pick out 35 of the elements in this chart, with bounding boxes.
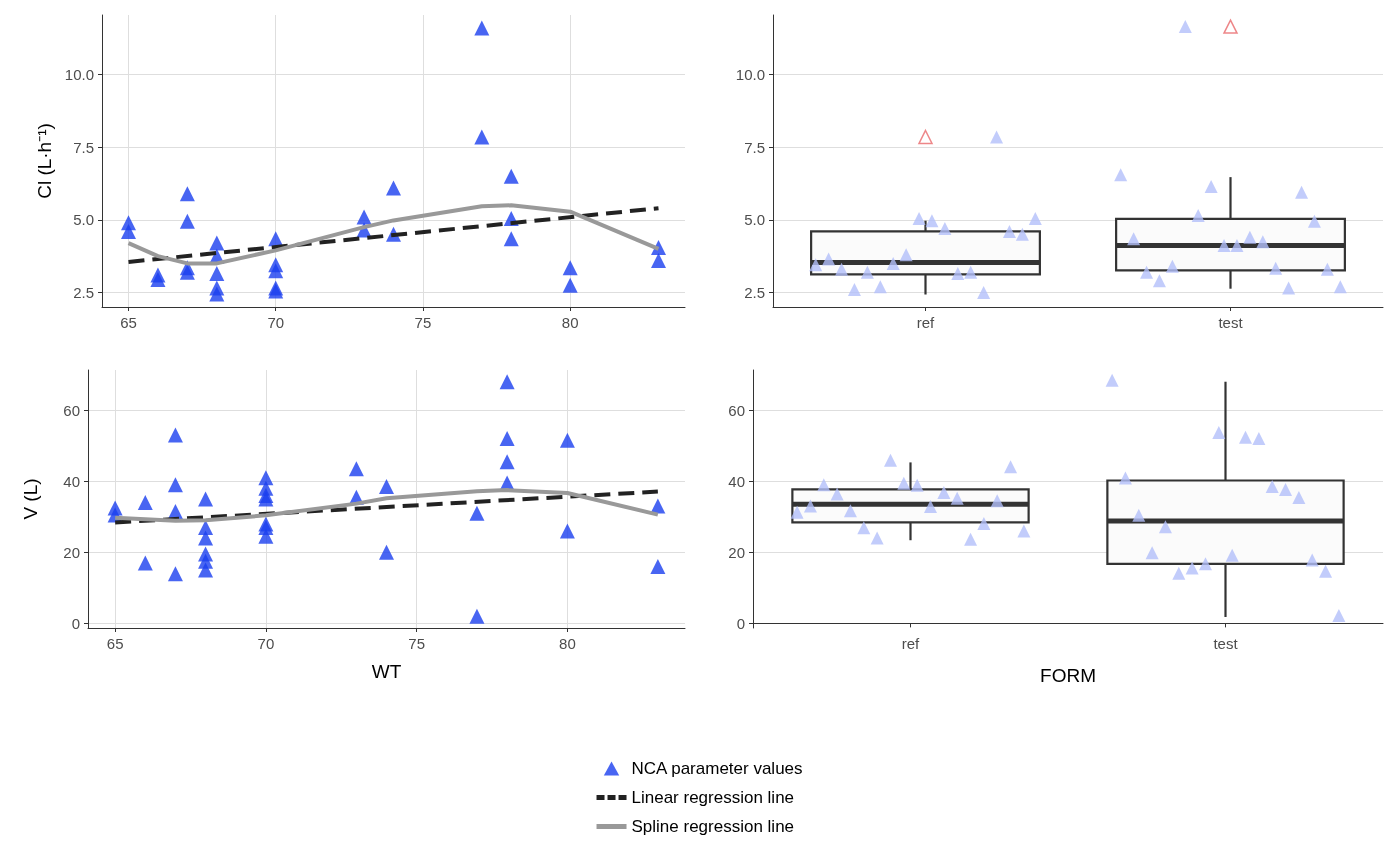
y-tick-label: 5.0	[744, 211, 765, 229]
y-tick-label: 20	[63, 543, 80, 561]
y-tick-label: 2.5	[73, 283, 94, 301]
x-tick-label: 80	[559, 635, 576, 652]
x-tick-label: 65	[106, 635, 124, 652]
y-tick-label: 10.0	[735, 66, 765, 84]
y-tick-label: 5.0	[73, 211, 94, 229]
y-tick-label: 20	[728, 543, 745, 561]
x-tick-label: test	[1213, 635, 1239, 652]
y-tick-label: 0	[736, 614, 745, 632]
x-axis-title: WT	[371, 661, 402, 682]
x-tick-label: 70	[267, 314, 285, 331]
legend-label: Spline regression line	[631, 817, 795, 836]
y-tick-label: 7.5	[73, 138, 94, 156]
legend-label: NCA parameter values	[631, 759, 803, 778]
y-tick-label: 40	[728, 472, 745, 490]
y-tick-label: 7.5	[744, 138, 765, 156]
y-tick-label: 60	[63, 401, 80, 419]
y-axis-title: Cl (L·h⁻¹)	[34, 123, 55, 199]
y-axis-title: V (L)	[20, 478, 41, 520]
y-tick-label: 10.0	[64, 66, 94, 84]
x-tick-label: 75	[408, 635, 425, 652]
x-tick-label: ref	[916, 314, 936, 331]
legend-label: Linear regression line	[631, 788, 795, 807]
y-tick-label: 40	[63, 472, 80, 490]
x-axis-title: FORM	[1040, 665, 1096, 686]
x-tick-label: test	[1218, 314, 1244, 331]
y-tick-label: 0	[71, 614, 80, 632]
x-tick-label: 75	[414, 314, 432, 331]
y-tick-label: 60	[728, 401, 745, 419]
x-tick-label: 65	[120, 314, 137, 331]
x-tick-label: ref	[901, 635, 921, 652]
x-tick-label: 80	[561, 314, 579, 331]
y-tick-label: 2.5	[744, 283, 765, 301]
x-tick-label: 70	[257, 635, 275, 652]
